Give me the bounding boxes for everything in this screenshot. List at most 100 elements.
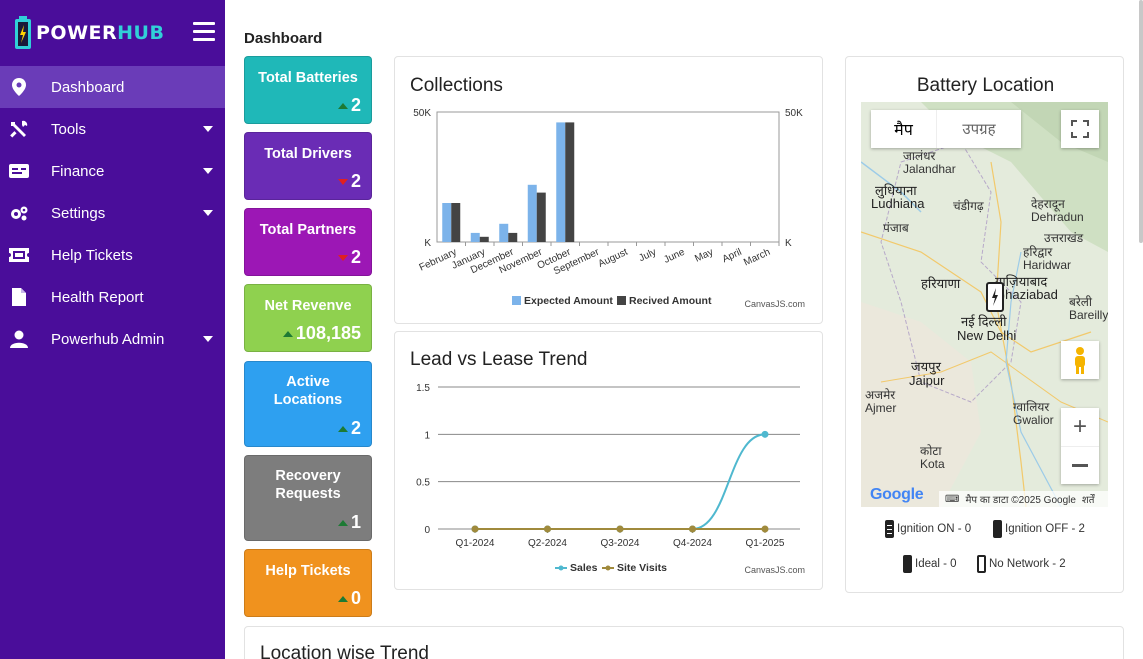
card-label: Active Locations xyxy=(273,374,343,408)
page-title: Dashboard xyxy=(244,30,323,47)
card-help-tickets[interactable]: Help Tickets 0 xyxy=(244,549,372,617)
legend-label: Recived Amount xyxy=(629,295,712,307)
fullscreen-icon[interactable] xyxy=(1061,110,1099,148)
x-tick-label: July xyxy=(637,247,658,264)
bar xyxy=(479,236,489,242)
map-label-dehradun: देहरादून Dehradun xyxy=(1031,197,1084,224)
battery-map[interactable]: मैप उपग्रह जालंधर Jalandhar लुधियाना Lud… xyxy=(861,102,1108,507)
card-label: Help Tickets xyxy=(265,563,351,579)
x-tick-label: Q3-2024 xyxy=(601,538,640,549)
map-attribution: ⌨ मैप का डाटा ©2025 Google शर्तें xyxy=(939,491,1108,507)
page-scrollbar[interactable] xyxy=(1139,0,1143,243)
terms-link[interactable]: शर्तें xyxy=(1081,495,1095,506)
sidebar-item-label: Powerhub Admin xyxy=(51,330,165,348)
y-tick-label: 0.5 xyxy=(416,478,430,489)
legend-swatch xyxy=(512,296,521,305)
sidebar-item-label: Dashboard xyxy=(51,78,125,96)
lead-lease-chart: 0 0.5 1 1.5 Q1-2024 Q2-2024 Q3-2024 Q4-2024 Q1-2… xyxy=(416,383,805,575)
card-value: 1 xyxy=(337,512,361,533)
sidebar-item-settings[interactable]: Settings xyxy=(0,192,225,234)
map-label-ludhiana-hi: लुधियाना xyxy=(875,183,917,198)
legend-marker xyxy=(558,565,564,571)
card-active-locations[interactable]: Active Locations 2 xyxy=(244,361,372,447)
card-recovery-requests[interactable]: Recovery Requests 1 xyxy=(244,455,372,541)
card-label: Total Batteries xyxy=(258,70,358,86)
y2-tick-label: 50K xyxy=(785,108,803,119)
map-label-ludhiana: Ludhiana xyxy=(871,196,925,211)
sidebar-item-powerhub-admin[interactable]: Powerhub Admin xyxy=(0,318,225,360)
card-total-partners[interactable]: Total Partners 2 xyxy=(244,208,372,276)
map-label-haridwar: हरिद्वार Haridwar xyxy=(1023,245,1072,272)
satellite-tab[interactable]: उपग्रह xyxy=(936,110,1021,148)
sidebar-item-help-tickets[interactable]: Help Tickets xyxy=(0,234,225,276)
y-tick-label: 1.5 xyxy=(416,383,430,394)
map-pin-icon xyxy=(9,77,29,97)
bar xyxy=(527,184,537,242)
card-value: 2 xyxy=(337,247,361,268)
map-label-ajmer: अजमेर Ajmer xyxy=(865,388,897,415)
sidebar-item-health-report[interactable]: Health Report xyxy=(0,276,225,318)
legend-no-network: No Network - 2 xyxy=(977,555,1066,573)
legend-ignition-on: Ignition ON - 0 xyxy=(885,520,971,538)
file-icon xyxy=(9,287,29,307)
lead-lease-panel: Lead vs Lease Trend 0 0.5 1 1.5 Q1-2024 Q2-20… xyxy=(394,331,823,590)
plot-area xyxy=(436,111,780,243)
data-point xyxy=(616,525,624,533)
map-label-delhi: New Delhi xyxy=(957,328,1017,343)
card-net-revenue[interactable]: Net Revenve 108,185 xyxy=(244,284,372,352)
battery-dark-icon xyxy=(993,520,1002,538)
sidebar-item-finance[interactable]: Finance xyxy=(0,150,225,192)
powerhub-logo[interactable]: POWERHUB xyxy=(14,16,164,50)
y-tick-label: 1 xyxy=(424,430,430,441)
sidebar-item-label: Tools xyxy=(51,120,87,138)
sidebar-item-tools[interactable]: Tools xyxy=(0,108,225,150)
chevron-down-icon xyxy=(203,210,213,216)
map-label-kota: कोटा Kota xyxy=(920,444,945,471)
map-label-punjab: पंजाब xyxy=(883,221,909,235)
bar xyxy=(451,203,461,242)
map-label-ghaziabad: गाज़ियाबाद Ghaziabad xyxy=(995,274,1058,302)
card-total-batteries[interactable]: Total Batteries 2 xyxy=(244,56,372,124)
card-label: Recovery Requests xyxy=(275,468,341,502)
zoom-in-icon[interactable]: + xyxy=(1072,413,1087,440)
chart-credit: CanvasJS.com xyxy=(744,299,805,309)
x-tick-label: Q4-2024 xyxy=(673,538,712,549)
y-tick-label: 0 xyxy=(424,525,430,536)
map-label-jaipur: Jaipur xyxy=(909,373,945,388)
zoom-out-icon[interactable] xyxy=(1061,446,1099,484)
bar xyxy=(565,122,575,242)
card-value: 108,185 xyxy=(282,323,361,344)
card-total-drivers[interactable]: Total Drivers 2 xyxy=(244,132,372,200)
map-type-control: मैप उपग्रह xyxy=(871,110,1021,148)
keyboard-icon[interactable]: ⌨ xyxy=(945,493,960,505)
money-bill-icon xyxy=(9,161,29,181)
battery-plus-icon xyxy=(903,555,912,573)
data-point xyxy=(761,430,769,438)
battery-full-icon xyxy=(885,520,894,538)
sidebar-item-dashboard[interactable]: Dashboard xyxy=(0,66,225,108)
location-trend-title: Location wise Trend xyxy=(260,643,429,659)
card-label: Net Revenve xyxy=(264,298,352,314)
pegman-icon[interactable] xyxy=(1061,341,1099,379)
card-label: Total Drivers xyxy=(264,146,352,162)
map-label-jaipur-hi: जयपुर xyxy=(911,359,941,374)
battery-logo-icon xyxy=(15,16,31,49)
google-logo: Google xyxy=(870,486,924,503)
battery-marker-icon[interactable] xyxy=(986,282,1004,312)
menu-toggle-icon[interactable] xyxy=(193,22,215,42)
legend-ignition-off: Ignition OFF - 2 xyxy=(993,520,1085,538)
data-point xyxy=(689,525,696,533)
map-label-bareilly: बरेली Bareilly xyxy=(1069,295,1108,322)
map-label-uttarakhand: उत्तराखंड xyxy=(1044,231,1084,245)
battery-bolt-icon xyxy=(977,555,986,573)
map-tab[interactable]: मैप xyxy=(894,122,913,139)
lead-lease-title: Lead vs Lease Trend xyxy=(410,349,588,370)
collections-panel: Collections 50K K 50K K February January Decem… xyxy=(394,56,823,324)
data-point xyxy=(544,525,551,533)
user-icon xyxy=(9,329,29,349)
card-value: 2 xyxy=(337,418,361,439)
trend-up-icon xyxy=(337,595,348,602)
card-value: 0 xyxy=(337,588,361,609)
sidebar-item-label: Finance xyxy=(51,162,105,180)
legend-label: Sales xyxy=(570,562,598,574)
